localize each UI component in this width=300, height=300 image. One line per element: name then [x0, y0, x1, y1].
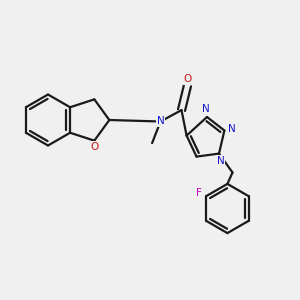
Text: F: F: [196, 188, 202, 198]
Text: N: N: [217, 156, 224, 166]
Text: O: O: [90, 142, 98, 152]
Text: N: N: [157, 116, 164, 127]
Text: N: N: [202, 104, 209, 115]
Text: O: O: [183, 74, 192, 84]
Text: N: N: [228, 124, 236, 134]
